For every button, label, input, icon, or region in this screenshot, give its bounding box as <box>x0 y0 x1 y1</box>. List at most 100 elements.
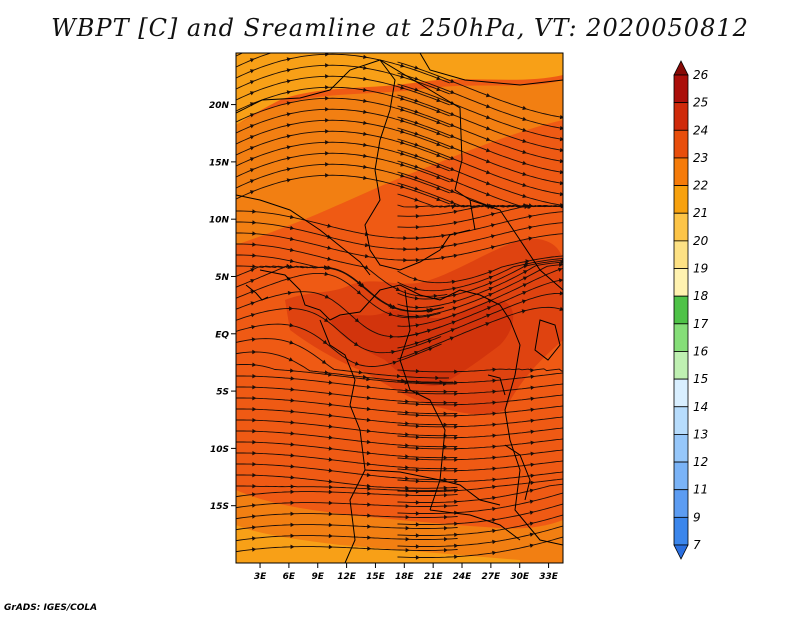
streamline <box>236 338 450 379</box>
streamline-arrow <box>525 259 530 264</box>
streamline-arrow <box>415 305 420 310</box>
streamline-arrow <box>559 158 563 164</box>
streamline-arrow <box>559 147 563 153</box>
streamline-arrow <box>530 418 535 423</box>
streamline <box>397 116 563 173</box>
streamline-arrow <box>405 388 410 393</box>
streamline-arrow <box>450 188 455 193</box>
colorbar-label: 14 <box>693 400 708 414</box>
streamline-arrow <box>443 422 448 427</box>
streamline-arrow <box>400 118 405 123</box>
streamline-arrow <box>325 53 330 57</box>
streamline-arrow <box>286 57 292 62</box>
streamline-arrow <box>290 522 295 527</box>
streamline-arrow <box>249 190 255 195</box>
streamline-arrow <box>492 367 497 372</box>
streamline-arrow <box>405 421 410 426</box>
border-line <box>359 284 511 321</box>
streamline-arrow <box>366 377 371 382</box>
streamline-arrow <box>363 164 368 169</box>
streamline-arrow <box>488 275 494 280</box>
streamline-arrow <box>415 247 420 252</box>
streamline-arrow <box>492 550 497 556</box>
streamline-arrow <box>290 489 295 494</box>
lat-tick-label: 5N <box>215 273 229 283</box>
streamline-arrow <box>522 193 527 198</box>
streamline-arrow <box>290 475 295 480</box>
streamline-arrow <box>436 142 441 147</box>
colorbar-band <box>673 323 689 352</box>
streamline <box>236 75 450 106</box>
streamline-arrow <box>450 89 455 94</box>
streamline-arrow <box>492 484 497 490</box>
streamline <box>236 174 450 205</box>
streamline <box>236 265 442 313</box>
streamline-arrow <box>288 357 294 362</box>
streamline-arrow <box>528 214 533 219</box>
streamline <box>397 416 563 428</box>
streamline-arrow <box>358 370 363 375</box>
streamline-arrow <box>559 136 563 142</box>
streamline-arrow <box>286 156 292 161</box>
streamline-arrow <box>286 101 292 106</box>
streamline <box>397 279 563 338</box>
streamline-arrow <box>529 488 535 493</box>
streamline-arrow <box>415 380 420 385</box>
streamline-arrow <box>450 155 455 160</box>
streamline-arrow <box>415 457 420 462</box>
lon-tick-label: 15E <box>366 572 386 582</box>
streamline-arrow <box>415 555 420 560</box>
streamline-arrow <box>252 484 257 489</box>
streamline-arrow <box>391 349 396 355</box>
streamline-arrow <box>450 133 455 138</box>
streamline-arrow <box>415 522 420 527</box>
streamline-arrow <box>287 290 293 296</box>
streamline <box>236 452 458 470</box>
streamline-arrow <box>325 162 330 167</box>
streamline-arrow <box>415 424 420 429</box>
colorbar-band <box>673 157 689 186</box>
streamline-arrow <box>249 124 255 129</box>
streamline-arrow <box>450 199 455 204</box>
streamline <box>236 265 441 312</box>
streamline-arrow <box>452 203 458 208</box>
streamline-arrow <box>249 80 255 85</box>
streamline <box>236 386 458 404</box>
streamline-arrow <box>328 435 333 440</box>
streamline-arrow <box>400 96 405 101</box>
streamline-arrow <box>454 543 459 548</box>
streamline <box>236 363 457 385</box>
streamline-arrow <box>453 209 458 214</box>
streamline-arrow <box>530 429 535 434</box>
streamline-arrow <box>415 446 420 451</box>
border-line <box>236 59 396 171</box>
streamline <box>236 397 458 415</box>
streamline-arrow <box>290 431 295 436</box>
lat-tick-label: 15N <box>209 158 230 168</box>
streamline <box>397 492 563 514</box>
streamline-arrow <box>328 533 333 539</box>
streamline-arrow <box>530 396 535 401</box>
streamline-arrow <box>324 294 330 299</box>
streamlines <box>236 53 563 560</box>
streamline-arrow <box>328 402 333 407</box>
streamline <box>397 149 563 206</box>
streamline-arrow <box>485 148 491 153</box>
streamline-arrow <box>252 264 257 269</box>
streamline-arrow <box>249 113 255 118</box>
streamline-arrow <box>252 473 257 478</box>
streamline-arrow <box>363 131 368 136</box>
streamline-arrow <box>414 175 419 180</box>
streamline-arrow <box>454 380 459 385</box>
streamline-arrow <box>450 111 455 116</box>
streamline-arrow <box>325 85 330 90</box>
streamline-arrow <box>414 153 419 158</box>
streamline-arrow <box>414 296 419 301</box>
lon-tick-label: 24E <box>453 572 473 582</box>
warm-zone-north-inner <box>236 80 563 245</box>
streamline-arrow <box>414 197 419 202</box>
streamline-arrow <box>436 164 441 169</box>
streamline-arrow <box>400 129 405 134</box>
streamline-arrow <box>289 323 294 328</box>
streamline-arrow <box>405 526 410 531</box>
